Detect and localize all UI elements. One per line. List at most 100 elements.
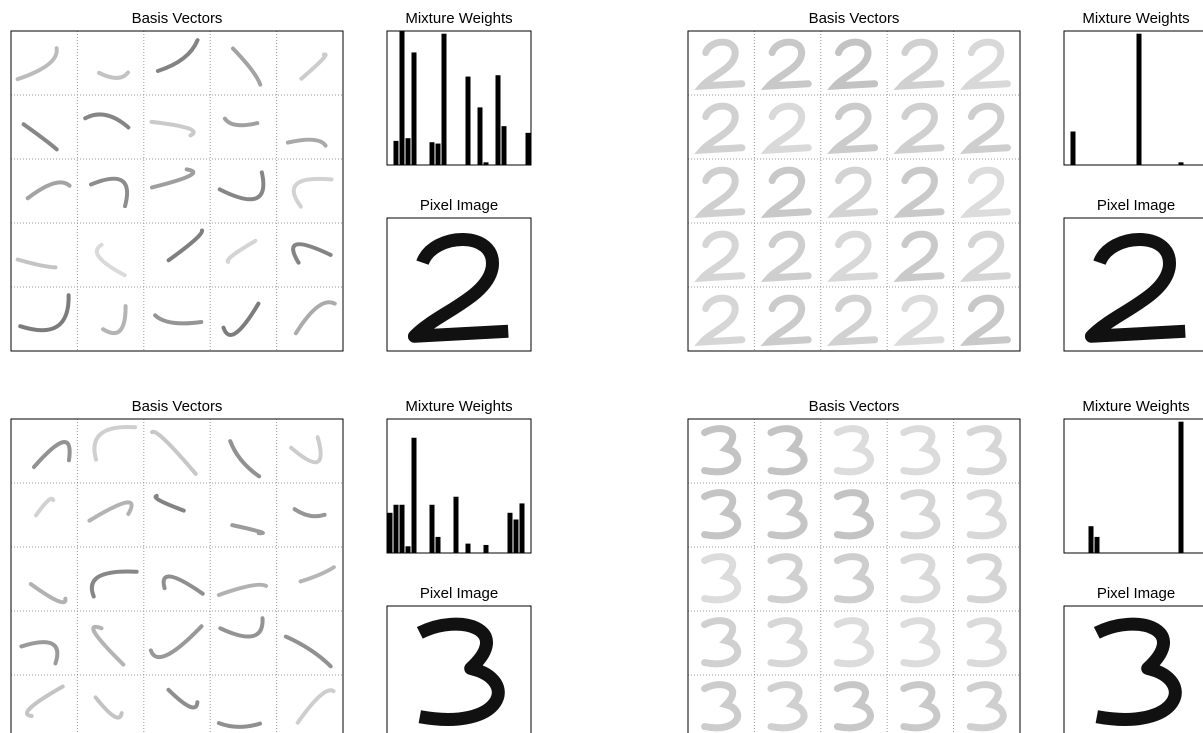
basis-image xyxy=(904,429,937,472)
basis-image xyxy=(152,432,196,474)
panel: Basis Vectors xyxy=(688,398,1020,733)
basis-image xyxy=(835,42,875,86)
bar xyxy=(1137,34,1142,165)
basis-image xyxy=(220,618,262,636)
basis-image xyxy=(219,723,260,727)
basis-image xyxy=(294,179,332,207)
panel-title: Mixture Weights xyxy=(405,10,512,27)
bar xyxy=(430,142,435,165)
basis-image xyxy=(835,298,875,342)
basis-image xyxy=(702,106,742,150)
basis-image xyxy=(94,427,135,460)
panel-content xyxy=(1071,34,1184,165)
basis-image xyxy=(230,441,259,476)
basis-image xyxy=(970,557,1003,600)
bar xyxy=(1071,132,1076,166)
basis-image xyxy=(968,42,1008,86)
panel-content xyxy=(1097,624,1176,719)
panel: Pixel Image xyxy=(387,197,531,351)
basis-image xyxy=(769,106,809,150)
bar xyxy=(436,144,441,165)
bar xyxy=(406,546,411,553)
basis-image xyxy=(904,557,937,600)
basis-image xyxy=(228,241,256,262)
basis-image xyxy=(103,306,126,333)
basis-image xyxy=(705,429,738,472)
basis-image xyxy=(904,685,937,728)
basis-image xyxy=(769,234,809,278)
panel-title: Mixture Weights xyxy=(1082,10,1189,27)
basis-image xyxy=(970,429,1003,472)
basis-image xyxy=(34,442,70,467)
panel-content xyxy=(388,438,525,553)
basis-image xyxy=(705,493,738,536)
panel-content xyxy=(394,31,531,165)
basis-image xyxy=(835,170,875,214)
panel-frame xyxy=(1064,31,1203,165)
basis-image xyxy=(968,106,1008,150)
basis-image xyxy=(220,172,264,199)
basis-image xyxy=(837,493,870,536)
basis-image xyxy=(152,169,193,187)
panel: Mixture Weights xyxy=(387,398,531,553)
panel-title: Basis Vectors xyxy=(809,398,900,415)
panel-title: Mixture Weights xyxy=(405,398,512,415)
basis-image xyxy=(20,295,68,330)
pixel-image xyxy=(420,624,499,719)
panel: Basis Vectors xyxy=(11,398,343,733)
panel-title: Pixel Image xyxy=(420,197,498,214)
bar xyxy=(466,544,471,553)
bar xyxy=(466,77,471,165)
panel-title: Basis Vectors xyxy=(132,398,223,415)
basis-image xyxy=(970,621,1003,664)
basis-image xyxy=(769,170,809,214)
basis-image xyxy=(164,576,203,593)
panel: Mixture Weights xyxy=(1064,398,1203,553)
bar xyxy=(514,520,519,554)
panel: Pixel Image xyxy=(1064,585,1203,733)
basis-image xyxy=(904,493,937,536)
bar xyxy=(400,31,405,165)
bar xyxy=(430,505,435,553)
panel-content xyxy=(688,419,1020,733)
bar xyxy=(520,503,525,553)
panel-title: Pixel Image xyxy=(1097,585,1175,602)
panel-title: Mixture Weights xyxy=(1082,398,1189,415)
basis-image xyxy=(970,685,1003,728)
basis-image xyxy=(286,637,331,667)
basis-image xyxy=(24,124,57,149)
bar xyxy=(1089,526,1094,553)
basis-image xyxy=(301,567,334,581)
basis-image xyxy=(152,122,194,136)
basis-image xyxy=(835,234,875,278)
bar xyxy=(436,537,441,553)
panel: Pixel Image xyxy=(387,585,531,733)
basis-image xyxy=(169,230,202,260)
basis-image xyxy=(771,621,804,664)
basis-image xyxy=(837,621,870,664)
basis-image xyxy=(296,302,335,333)
basis-image xyxy=(298,690,334,722)
panel-content xyxy=(688,31,1020,351)
basis-image xyxy=(93,627,123,665)
panel-content xyxy=(11,31,343,351)
basis-image xyxy=(21,642,57,663)
pixel-image xyxy=(414,239,508,336)
basis-image xyxy=(219,585,266,595)
basis-image xyxy=(96,697,122,717)
bar xyxy=(496,75,501,165)
basis-image xyxy=(168,690,197,708)
bar xyxy=(394,141,399,165)
panel: Mixture Weights xyxy=(1064,10,1203,165)
basis-image xyxy=(156,496,184,511)
basis-image xyxy=(771,557,804,600)
basis-image xyxy=(968,170,1008,214)
panel-title: Basis Vectors xyxy=(132,10,223,27)
basis-image xyxy=(771,685,804,728)
basis-image xyxy=(158,40,198,71)
basis-image xyxy=(291,437,321,462)
panel-frame xyxy=(688,31,1020,351)
basis-image xyxy=(18,48,57,79)
basis-image xyxy=(902,298,942,342)
figure: Basis Vectors Mixture Weights Pixel Image B… xyxy=(0,0,1203,733)
